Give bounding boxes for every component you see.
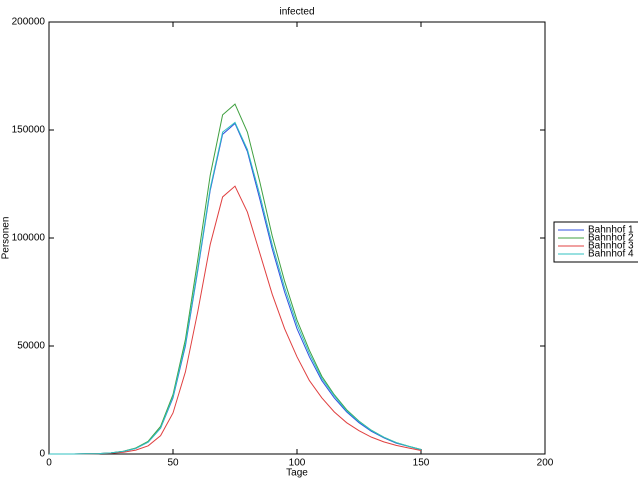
y-tick-label: 50000 — [17, 341, 45, 352]
series-line — [49, 185, 422, 455]
legend-label: Bahnhof 3 — [588, 241, 634, 252]
x-tick-label: 200 — [537, 458, 554, 469]
y-axis-label: Personen — [1, 217, 12, 260]
x-tick-label: 50 — [167, 458, 179, 469]
x-tick-label: 100 — [289, 458, 306, 469]
y-tick-label: 100000 — [12, 233, 46, 244]
series-line — [49, 121, 422, 455]
x-tick-label: 150 — [413, 458, 430, 469]
x-axis-label: Tage — [286, 468, 308, 479]
series-line — [49, 103, 422, 455]
y-tick-label: 200000 — [12, 17, 46, 28]
x-tick-label: 0 — [46, 458, 52, 469]
legend-box — [553, 221, 638, 263]
legend-label: Bahnhof 2 — [588, 233, 634, 244]
legend-label: Bahnhof 1 — [588, 225, 634, 236]
plot-frame — [48, 21, 546, 455]
series-line — [49, 122, 422, 455]
y-tick-label: 150000 — [12, 125, 46, 136]
legend-label: Bahnhof 4 — [588, 249, 634, 260]
y-tick-label: 0 — [39, 449, 45, 460]
chart-title: infected — [279, 7, 314, 18]
